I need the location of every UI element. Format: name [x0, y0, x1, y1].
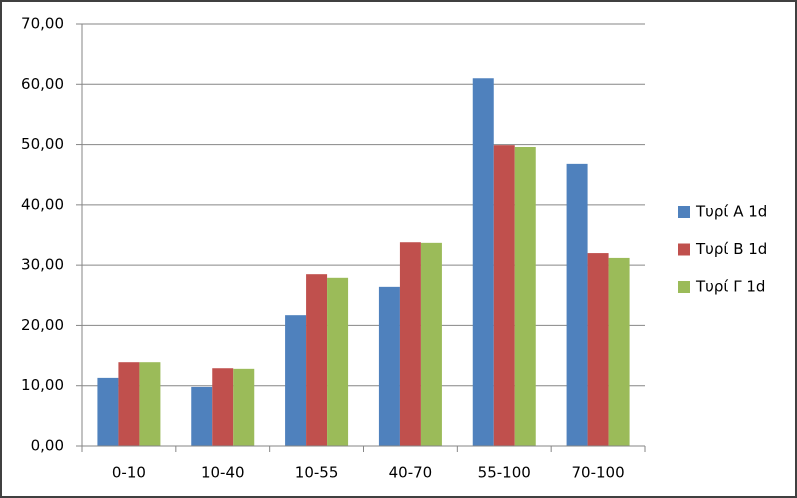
x-tick-label: 0-10	[112, 464, 146, 482]
legend-label: Τυρί Β 1d	[695, 240, 767, 258]
legend-label: Τυρί Γ 1d	[695, 278, 765, 296]
y-tick-label: 50,00	[21, 135, 64, 153]
x-tick-label: 55-100	[478, 464, 531, 482]
bar	[97, 377, 119, 446]
bar	[212, 368, 234, 446]
bar	[514, 146, 536, 447]
legend-swatch	[678, 243, 690, 256]
x-tick-label: 10-55	[295, 464, 339, 482]
bar	[118, 362, 140, 446]
bar	[233, 368, 255, 446]
legend-swatch	[678, 206, 690, 218]
bar	[566, 163, 588, 446]
bar	[493, 145, 515, 446]
bar	[399, 242, 421, 446]
bar	[420, 242, 442, 446]
bar	[587, 253, 609, 446]
bar	[306, 274, 328, 446]
y-tick-label: 40,00	[21, 195, 64, 213]
y-tick-label: 30,00	[21, 256, 64, 274]
bar	[608, 257, 630, 446]
bar	[378, 286, 400, 446]
bar	[191, 386, 213, 446]
bar	[285, 315, 307, 446]
bar	[472, 78, 494, 446]
y-tick-label: 20,00	[21, 316, 64, 334]
y-tick-label: 0,00	[31, 437, 64, 455]
y-tick-label: 10,00	[21, 376, 64, 394]
x-tick-label: 40-70	[389, 464, 433, 482]
legend-label: Τυρί Α 1d	[695, 203, 767, 221]
bar	[327, 277, 349, 446]
y-tick-label: 70,00	[21, 15, 64, 33]
y-tick-label: 60,00	[21, 75, 64, 93]
bar	[139, 362, 161, 446]
x-tick-label: 70-100	[572, 464, 625, 482]
x-tick-label: 10-40	[201, 464, 245, 482]
legend-swatch	[678, 281, 690, 293]
